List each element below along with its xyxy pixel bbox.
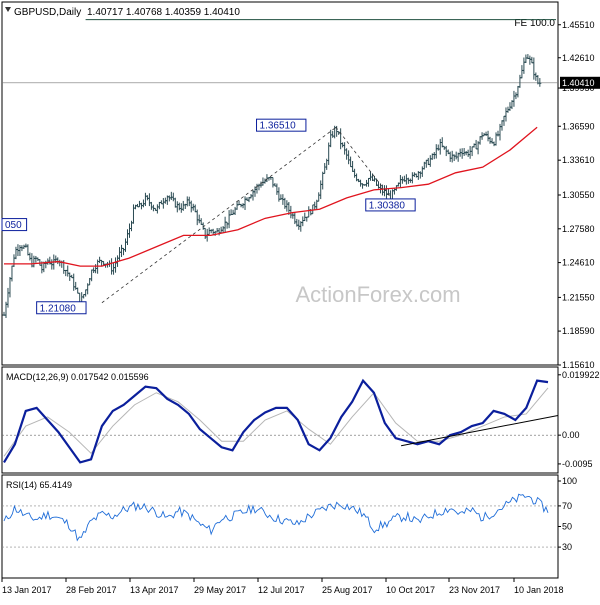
macd-layer (2, 378, 559, 464)
last-price-marker: 1.40410 (560, 76, 600, 89)
price-y-tick-label: 1.33610 (562, 155, 595, 165)
rsi-line (3, 493, 549, 542)
price-layer: 050 1.21080 1.36510 1.30380 (1, 19, 558, 318)
macd-title: MACD(12,26,9) 0.017542 0.015596 (6, 372, 149, 382)
x-tick-label: 13 Jan 2017 (2, 585, 52, 595)
x-tick-label: 28 Feb 2017 (66, 585, 117, 595)
macd-panel-frame (1, 366, 559, 474)
rsi-y-tick-label: 30 (562, 542, 572, 552)
dashed-trendline (101, 126, 337, 304)
annotation-label: 050 (5, 220, 22, 231)
rsi-panel-frame (1, 474, 559, 579)
annotation-box (365, 198, 416, 212)
x-tick-label: 12 Jul 2017 (258, 585, 305, 595)
annotation-label: 1.21080 (40, 303, 77, 314)
rsi-layer (2, 493, 558, 548)
macd-y-tick-label: -0.0095 (562, 459, 593, 469)
header-triangle-icon (5, 7, 11, 12)
rsi-y-tick-label: 70 (562, 501, 572, 511)
price-y-tick-label: 1.42610 (562, 53, 595, 63)
annotation-box (256, 118, 307, 132)
last-price-box (560, 76, 600, 89)
rsi-y-tick-label: 100 (562, 476, 577, 486)
macd-line (3, 378, 549, 464)
price-y-tick-label: 1.27580 (562, 224, 595, 234)
annotation-box (1, 218, 28, 232)
moving-average-line (4, 126, 538, 267)
price-y-tick-label: 1.36590 (562, 121, 595, 131)
header-symbol: GBPUSD,Daily (14, 7, 81, 18)
annotation-label: 1.30380 (369, 200, 406, 211)
price-y-tick-label: 1.18590 (562, 326, 595, 336)
annotation-box (36, 301, 87, 315)
macd-y-tick-label: 0.00 (562, 430, 580, 440)
fe-label: FE 100.0 (514, 18, 555, 29)
price-y-tick-label: 1.24610 (562, 258, 595, 268)
price-y-tick-label: 1.30550 (562, 190, 595, 200)
x-tick-label: 23 Nov 2017 (449, 585, 500, 595)
last-price-label: 1.40410 (562, 78, 595, 88)
price-header: GBPUSD,Daily 1.40717 1.40768 1.40359 1.4… (5, 7, 240, 18)
price-y-tick-label: 1.45510 (562, 20, 595, 30)
x-tick-label: 29 May 2017 (194, 585, 246, 595)
header-ohlc: 1.40717 1.40768 1.40359 1.40410 (87, 7, 240, 18)
watermark: ActionForex.com (295, 282, 460, 307)
x-tick-label: 10 Jan 2018 (514, 585, 564, 595)
macd-trendline (401, 414, 559, 447)
price-y-tick-label: 1.15610 (562, 360, 595, 370)
dashed-retrace-line (335, 126, 391, 198)
price-y-tick-label: 1.21550 (562, 292, 595, 302)
x-tick-label: 10 Oct 2017 (386, 585, 435, 595)
price-panel-frame (1, 1, 559, 366)
axis-layer: 1.455101.426101.399501.365901.336101.305… (1, 20, 600, 595)
x-tick-label: 13 Apr 2017 (130, 585, 179, 595)
macd-y-tick-label: 0.019922 (562, 370, 600, 380)
x-tick-label: 25 Aug 2017 (322, 585, 373, 595)
rsi-y-tick-label: 50 (562, 522, 572, 532)
rsi-title: RSI(14) 65.4149 (6, 480, 72, 490)
annotation-label: 1.36510 (260, 121, 297, 132)
